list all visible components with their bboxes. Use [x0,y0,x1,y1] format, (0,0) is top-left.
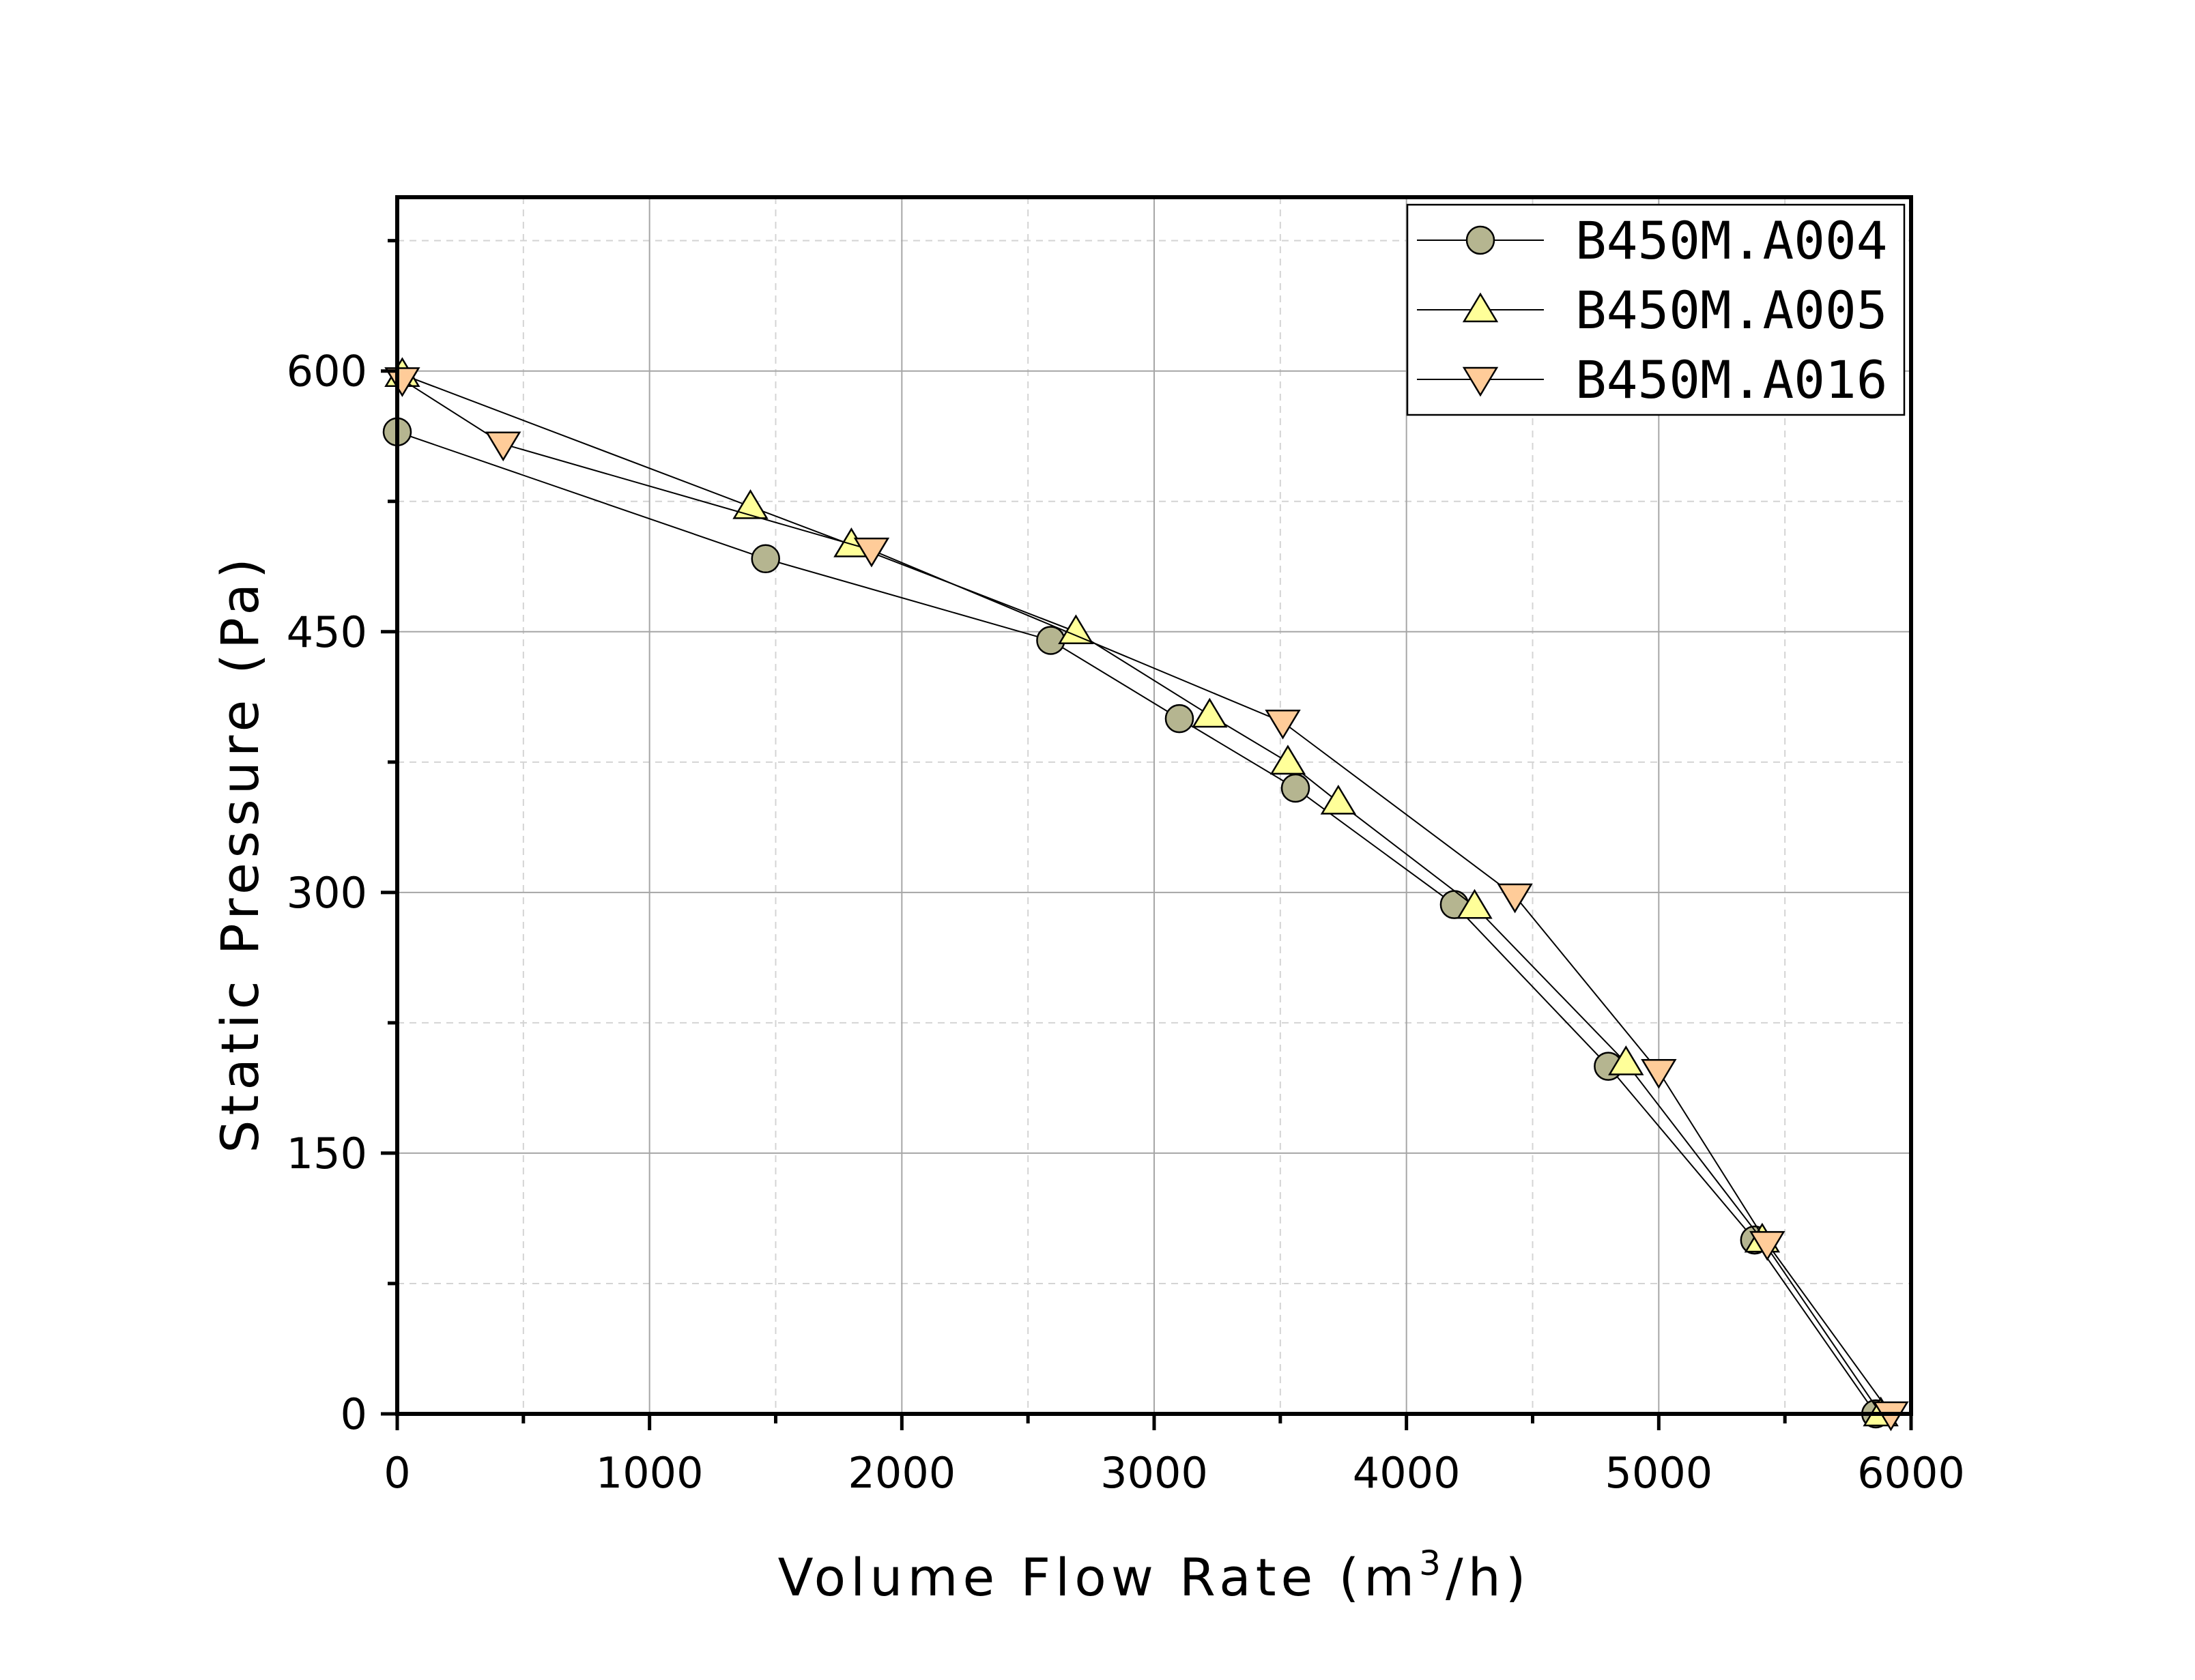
legend-item: B450M.A016 [1417,349,1888,410]
y-tick-label: 0 [341,1389,367,1439]
y-tick-label: 300 [287,868,367,918]
x-tick-label: 2000 [848,1448,956,1498]
x-axis-label-suffix: /h) [1446,1547,1530,1608]
axis-tick-labels: 0 1000 2000 3000 4000 5000 6000 0 150 300 450 600 [287,347,1965,1498]
data-point [1497,883,1533,914]
data-point [1641,1058,1677,1089]
series-line [401,379,1892,1415]
data-point [732,489,769,519]
data-point [1280,773,1310,803]
data-point [853,537,890,568]
data-point [1192,697,1228,728]
data-point [1265,709,1301,740]
data-point [751,544,780,574]
data-point [1058,614,1094,645]
x-tick-label: 3000 [1100,1448,1208,1498]
data-point [384,367,420,397]
x-tick-label: 1000 [596,1448,704,1498]
y-tick-label: 450 [287,607,367,657]
x-tick-label: 0 [384,1448,410,1498]
data-point [1320,784,1357,815]
data-point [1164,704,1194,734]
legend-label: B450M.A004 [1575,210,1888,271]
x-axis-label: Volume Flow Rate (m3/h) [778,1544,1531,1608]
y-tick-label: 150 [287,1129,367,1178]
legend-marker [1462,292,1499,323]
data-point [1749,1231,1785,1261]
axis-ticks [381,239,1913,1430]
data-point [1608,1045,1644,1075]
data-point [485,431,521,462]
data-point [1036,626,1065,655]
x-tick-label: 4000 [1353,1448,1461,1498]
legend: B450M.A004 B450M.A005 B450M.A016 [1406,203,1906,416]
legend-marker [1462,366,1499,397]
legend-item: B450M.A004 [1417,210,1888,271]
legend-marker [1465,225,1495,255]
y-tick-label: 600 [287,347,367,396]
x-tick-label: 5000 [1605,1448,1712,1498]
series-B450M.A004 [382,417,1891,1429]
plot-series [382,357,1909,1432]
series-line [397,431,1877,1415]
legend-label: B450M.A016 [1575,349,1888,410]
series-B450M.A005 [384,357,1899,1427]
series-B450M.A016 [384,367,1909,1432]
x-tick-label: 6000 [1857,1448,1965,1498]
data-point [1269,744,1306,775]
data-point [1457,888,1493,919]
y-axis-label: Static Pressure (Pa) [210,553,270,1153]
legend-label: B450M.A005 [1575,280,1888,341]
x-axis-label-superscript: 3 [1419,1544,1446,1583]
legend-item: B450M.A005 [1417,280,1888,341]
